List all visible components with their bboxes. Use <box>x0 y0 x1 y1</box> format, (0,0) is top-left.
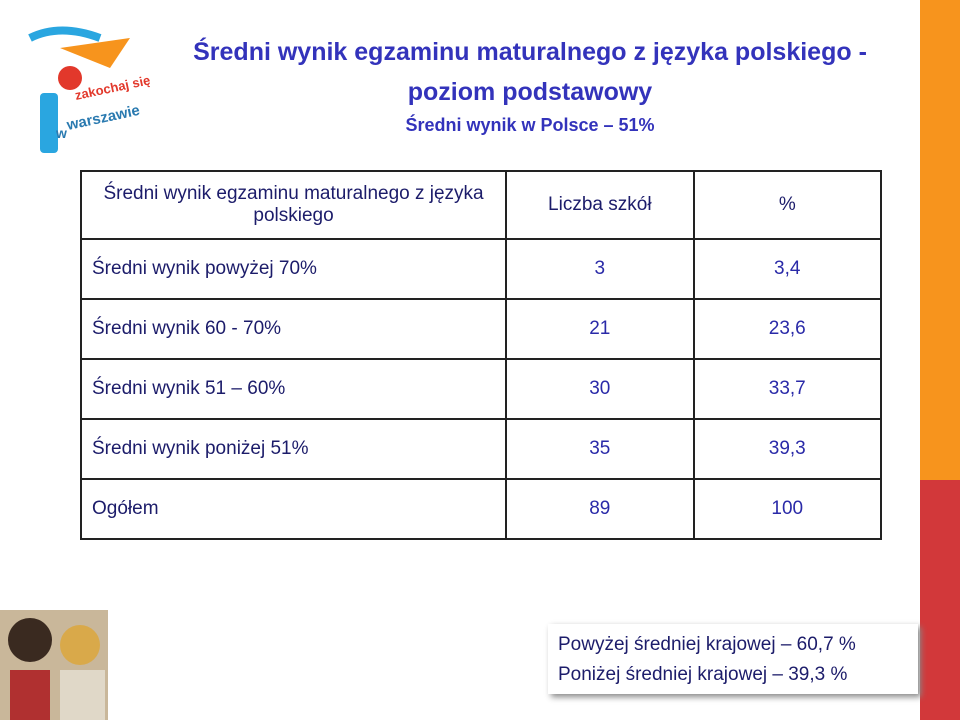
table-cell: 39,3 <box>692 418 883 480</box>
table-cell: 3 <box>505 238 695 300</box>
logo-text: w <box>55 125 67 141</box>
header-row: Średni wynik egzaminu maturalnego z języ… <box>79 170 883 240</box>
table-cell: 33,7 <box>692 358 883 420</box>
table-cell: Średni wynik poniżej 51% <box>79 418 508 480</box>
table-cell: 30 <box>505 358 695 420</box>
column-header: % <box>692 170 883 240</box>
summary-line: Powyżej średniej krajowej – 60,7 % <box>558 634 856 655</box>
red-bar <box>920 480 960 720</box>
subtitle: Średni wynik w Polsce – 51% <box>405 115 655 135</box>
table-cell: 100 <box>692 478 883 540</box>
table-row: Średni wynik 60 - 70% 21 23,6 <box>79 298 883 360</box>
logo: zakochaj się w warszawie <box>28 26 150 153</box>
title: Średni wynik egzaminu maturalnego z języ… <box>193 38 867 66</box>
title: poziom podstawowy <box>407 78 653 106</box>
table-row: Średni wynik powyżej 70% 3 3,4 <box>79 238 883 300</box>
results-table: Średni wynik egzaminu maturalnego z języ… <box>79 170 883 540</box>
photo <box>0 610 108 720</box>
table-row: Średni wynik poniżej 51% 35 39,3 <box>79 418 883 480</box>
column-header: Średni wynik egzaminu maturalnego z języ… <box>79 170 508 240</box>
table-cell: 35 <box>505 418 695 480</box>
summary-line: Poniżej średniej krajowej – 39,3 % <box>558 664 848 685</box>
summary-box: Powyżej średniej krajowej – 60,7 % Poniż… <box>548 624 918 694</box>
table-cell: 3,4 <box>692 238 883 300</box>
table-cell: Średni wynik powyżej 70% <box>79 238 508 300</box>
column-header: Liczba szkół <box>505 170 695 240</box>
table-cell: 89 <box>505 478 695 540</box>
table-cell: 21 <box>505 298 695 360</box>
table-row: Średni wynik 51 – 60% 30 33,7 <box>79 358 883 420</box>
table-cell: 23,6 <box>692 298 883 360</box>
orange-bar <box>920 0 960 480</box>
table-cell: Ogółem <box>79 478 508 540</box>
table-cell: Średni wynik 51 – 60% <box>79 358 508 420</box>
table-cell: Średni wynik 60 - 70% <box>79 298 508 360</box>
table-row: Ogółem 89 100 <box>79 478 883 540</box>
